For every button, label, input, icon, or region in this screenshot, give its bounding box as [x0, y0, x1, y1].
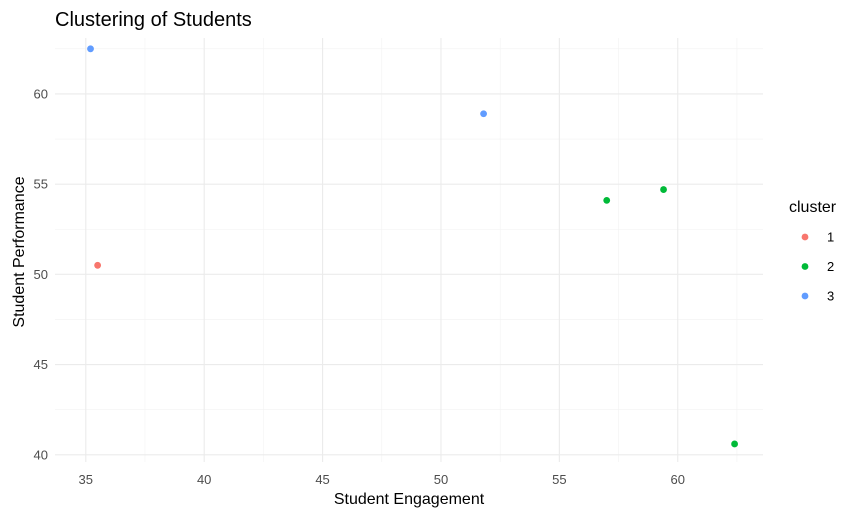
legend-label-1: 1: [827, 230, 834, 245]
legend-items: 1 2 3: [801, 230, 834, 304]
y-tick-label: 50: [34, 267, 48, 282]
chart-title: Clustering of Students: [55, 9, 252, 31]
data-point-cluster-2: [731, 440, 738, 448]
legend-key-2: [801, 263, 809, 270]
x-tick-label: 40: [197, 472, 211, 487]
data-point-cluster-2: [660, 186, 667, 193]
y-tick-label: 40: [34, 447, 48, 462]
x-axis-title: Student Engagement: [334, 491, 485, 508]
y-tick-label: 45: [34, 357, 48, 372]
legend-title: cluster: [789, 199, 837, 216]
legend-key-1: [801, 233, 809, 241]
x-tick-label: 45: [315, 472, 329, 487]
data-point-cluster-1: [94, 261, 102, 269]
x-tick-label: 50: [434, 472, 448, 487]
legend-label-3: 3: [827, 289, 834, 304]
tick-labels: 35 40 45 50 55 60 40 45 50 55 60: [34, 86, 685, 487]
data-point-cluster-2: [603, 196, 611, 204]
data-point-cluster-3: [480, 110, 487, 118]
x-tick-label: 60: [671, 472, 685, 487]
legend: cluster 1 2 3: [789, 199, 837, 304]
y-tick-label: 60: [34, 86, 48, 101]
grid-layer: [55, 38, 763, 462]
legend-key-3: [801, 292, 809, 300]
data-point-cluster-3: [87, 45, 94, 53]
x-tick-label: 55: [552, 472, 566, 487]
legend-label-2: 2: [827, 259, 834, 274]
y-tick-label: 55: [34, 177, 48, 192]
data-points: [87, 45, 738, 448]
y-axis-title: Student Performance: [11, 176, 28, 327]
x-tick-label: 35: [79, 472, 93, 487]
